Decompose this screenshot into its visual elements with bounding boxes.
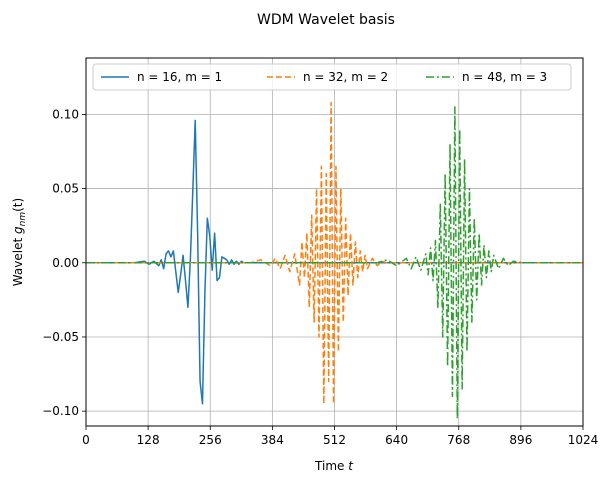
x-tick-label: 640 [385, 433, 408, 447]
x-tick-label: 384 [261, 433, 284, 447]
legend-box [92, 63, 572, 91]
x-tick-label: 512 [323, 433, 346, 447]
x-tick-label: 896 [509, 433, 532, 447]
x-tick-label: 0 [82, 433, 90, 447]
legend-label-3: n = 48, m = 3 [462, 70, 547, 84]
series-line-2 [86, 101, 583, 405]
y-axis-title: Wavelet gnm(t) [11, 198, 28, 286]
y-tick-label: 0.00 [52, 256, 79, 270]
series-lines [86, 101, 583, 420]
x-axis-symbol: t [348, 459, 354, 473]
chart-title: WDM Wavelet basis [257, 12, 395, 28]
x-axis-title: Time t [314, 459, 354, 473]
y-axis-subscript: nm [18, 212, 28, 227]
y-axis-ticks: −0.10 −0.05 0.00 0.05 0.10 [42, 107, 86, 418]
series-line-1 [86, 119, 583, 405]
x-axis-ticks: 0 128 256 384 512 640 768 896 1024 [82, 426, 598, 447]
x-tick-label: 1024 [568, 433, 599, 447]
x-tick-label: 256 [199, 433, 222, 447]
legend-label-2: n = 32, m = 2 [303, 70, 388, 84]
legend-label-1: n = 16, m = 1 [137, 70, 222, 84]
x-tick-label: 128 [137, 433, 160, 447]
y-axis-argument: (t) [11, 198, 25, 212]
y-tick-label: −0.05 [42, 330, 79, 344]
legend-entries: n = 16, m = 1 n = 32, m = 2 n = 48, m = 3 [101, 70, 547, 84]
legend: n = 16, m = 1 n = 32, m = 2 n = 48, m = 3 [92, 63, 572, 91]
y-tick-label: −0.10 [42, 404, 79, 418]
x-axis-title-text: Time [314, 459, 344, 473]
x-tick-label: 768 [447, 433, 470, 447]
y-tick-label: 0.05 [52, 182, 79, 196]
y-tick-label: 0.10 [52, 107, 79, 121]
y-axis-title-text: Wavelet [11, 238, 25, 287]
series-line-3 [86, 106, 583, 420]
y-axis-symbol: g [11, 226, 25, 234]
